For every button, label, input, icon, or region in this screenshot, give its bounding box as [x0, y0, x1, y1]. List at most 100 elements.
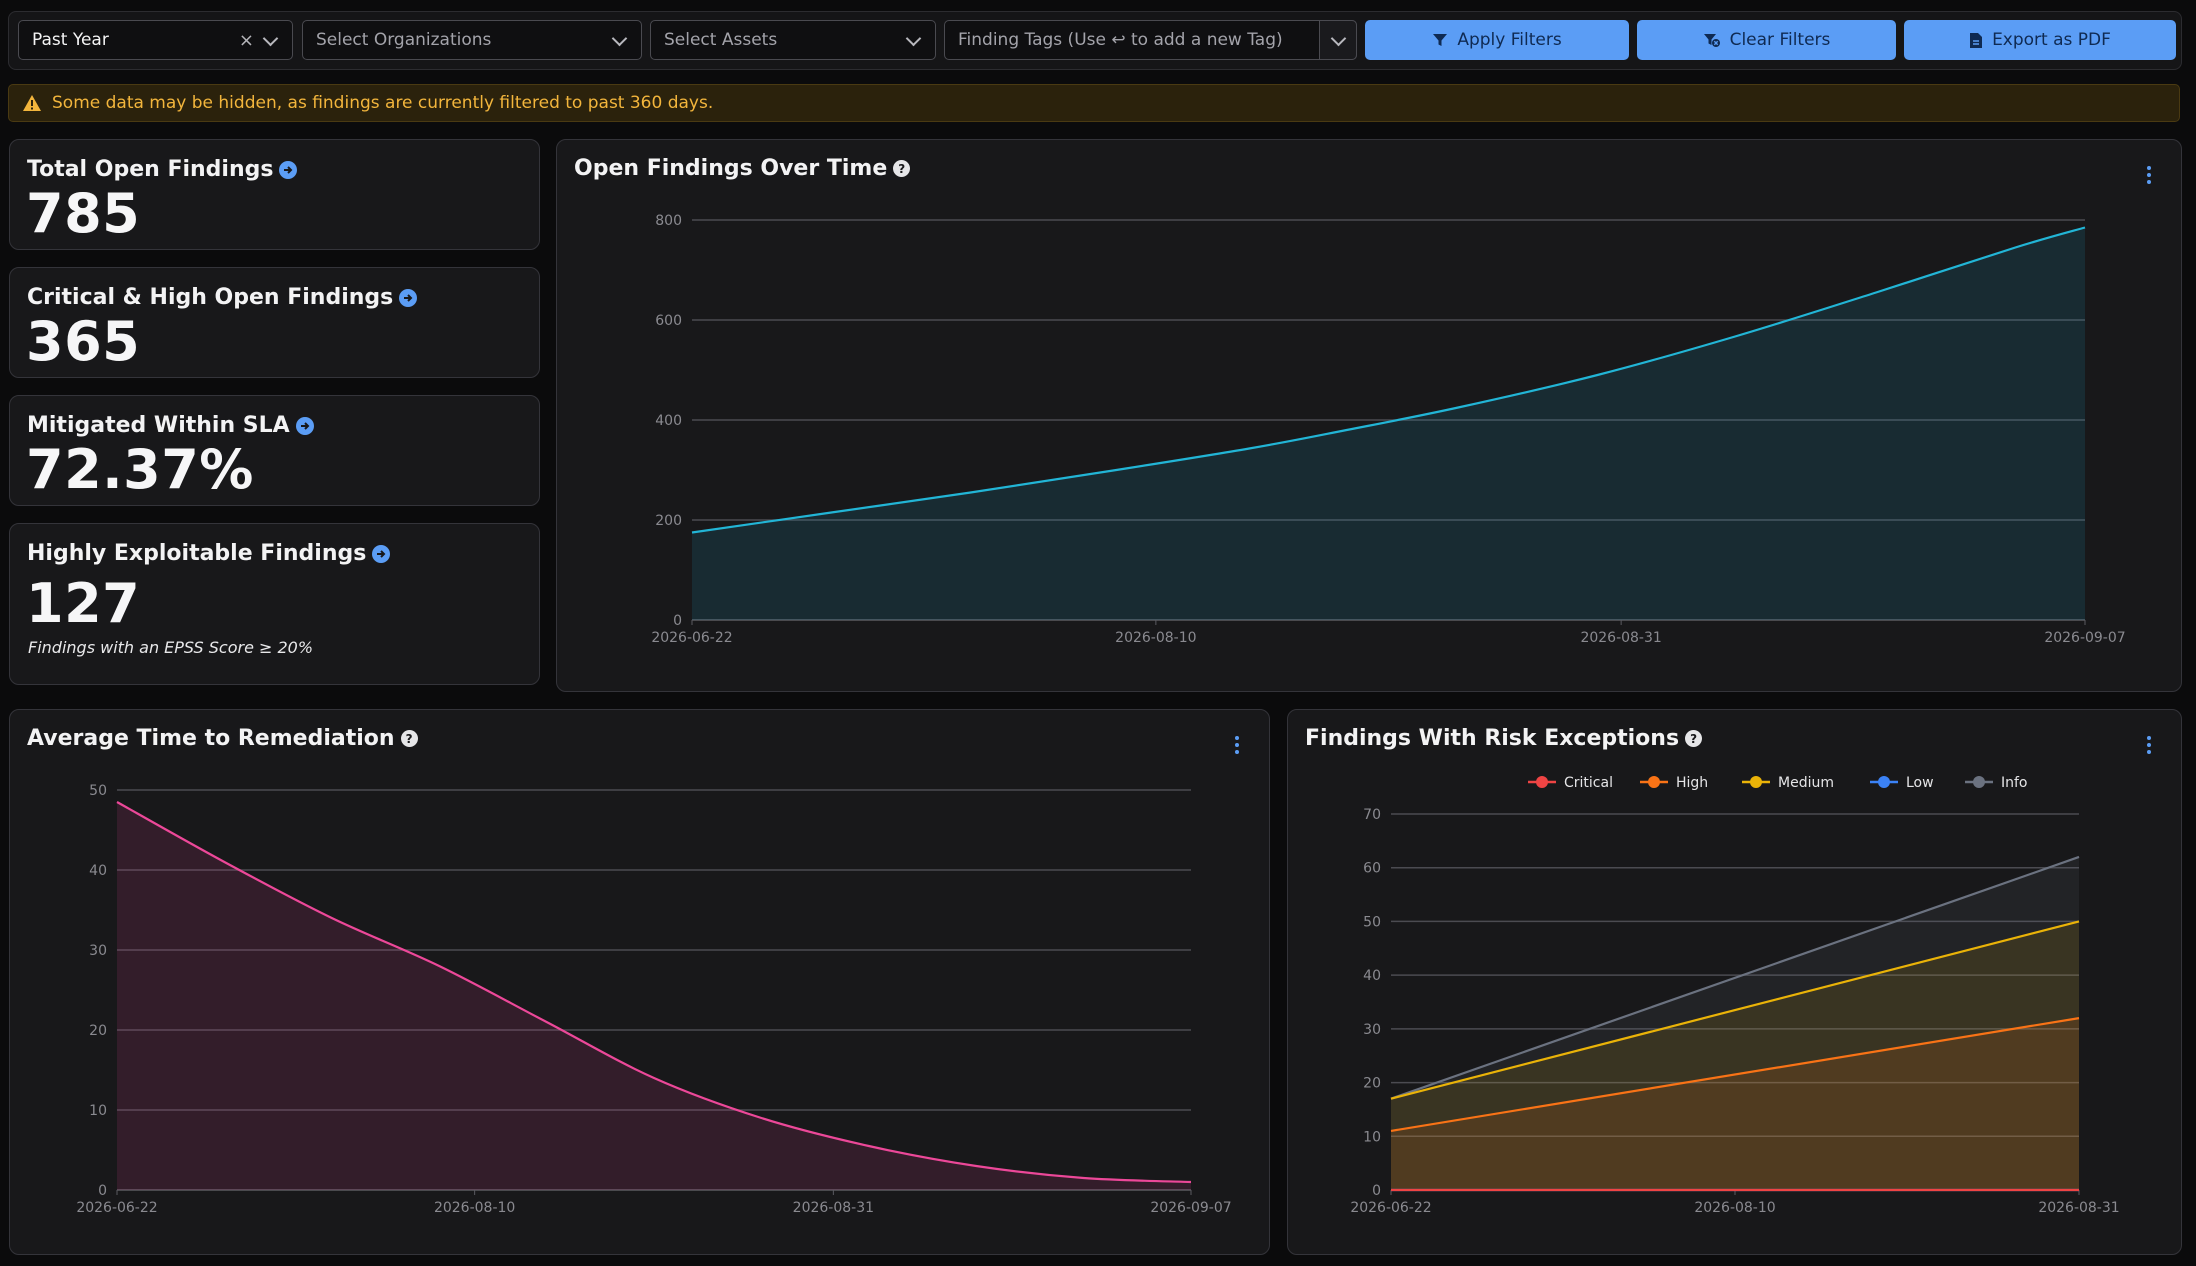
x-tick-label: 2026-06-22: [76, 1200, 157, 1216]
y-tick-label: 10: [89, 1103, 107, 1119]
file-pdf-icon: [1970, 32, 1983, 48]
highly-exploitable-findings-card: Highly Exploitable Findings 127 Findings…: [9, 523, 540, 685]
assets-select[interactable]: Select Assets: [650, 20, 936, 60]
y-tick-label: 800: [655, 213, 682, 229]
legend-swatch-dot: [1648, 776, 1660, 788]
x-tick-label: 2026-06-22: [651, 630, 732, 646]
chart-title: Findings With Risk Exceptions: [1305, 726, 1680, 751]
series-line: [1390, 1017, 2080, 1132]
help-icon[interactable]: ?: [400, 730, 418, 747]
stat-title: Highly Exploitable Findings: [27, 541, 367, 566]
help-icon[interactable]: ?: [1685, 730, 1703, 747]
arrow-right-icon[interactable]: [399, 288, 418, 307]
apply-filters-label: Apply Filters: [1457, 30, 1562, 50]
x-tick-label: 2026-08-31: [2038, 1200, 2119, 1216]
more-options-icon[interactable]: [2147, 166, 2151, 187]
series-line: [1390, 855, 2080, 1100]
y-tick-label: 400: [655, 413, 682, 429]
legend-swatch-dot: [1536, 776, 1548, 788]
x-tick-label: 2026-09-07: [2044, 630, 2125, 646]
y-tick-label: 0: [1372, 1183, 1381, 1199]
area-fill: [1391, 856, 2079, 1190]
chevron-down-icon[interactable]: [262, 30, 279, 47]
y-tick-label: 30: [89, 943, 107, 959]
y-tick-label: 50: [1363, 914, 1381, 930]
legend-swatch-dot: [1750, 776, 1762, 788]
arrow-right-icon[interactable]: [372, 544, 391, 563]
series-line: [1390, 920, 2080, 1100]
x-tick-label: 2026-08-31: [1580, 630, 1661, 646]
clear-filters-label: Clear Filters: [1729, 30, 1831, 50]
area-fill: [692, 227, 2085, 620]
arrow-right-icon[interactable]: [279, 160, 298, 179]
stat-value: 785: [26, 182, 141, 245]
y-tick-label: 40: [1363, 968, 1381, 984]
more-options-icon[interactable]: [2147, 736, 2151, 757]
legend-label: Medium: [1778, 775, 1834, 791]
mitigated-within-sla-card: Mitigated Within SLA 72.37%: [9, 395, 540, 506]
clear-selection-icon[interactable]: ×: [238, 30, 254, 51]
x-tick-label: 2026-08-10: [1694, 1200, 1775, 1216]
y-tick-label: 50: [89, 783, 107, 799]
average-time-to-remediation-card: Average Time to Remediation ? 0 10 20 30 40 5…: [9, 709, 1270, 1255]
legend-swatch-dot: [1973, 776, 1985, 788]
open-findings-chart: 0 200 400 600 800 2026-06-22 2026-08-10 2026-08…: [651, 213, 2125, 646]
filter-clear-icon: [1703, 34, 1720, 47]
risk-exceptions-chart: 0 10 20 30 40 50 60 70 2026-06-22 2026-08-10 2026-…: [1350, 775, 2119, 1216]
chevron-down-icon[interactable]: [611, 30, 628, 47]
export-pdf-button[interactable]: Export as PDF: [1904, 20, 2176, 60]
y-tick-label: 40: [89, 863, 107, 879]
legend-swatch-dot: [1878, 776, 1890, 788]
findings-with-risk-exceptions-card: Findings With Risk Exceptions ? 0 10 20 30 4…: [1287, 709, 2182, 1255]
chevron-down-icon[interactable]: [905, 30, 922, 47]
filter-icon: [1433, 34, 1448, 46]
export-pdf-label: Export as PDF: [1992, 30, 2111, 50]
area-fill: [1391, 921, 2079, 1190]
assets-placeholder: Select Assets: [664, 30, 778, 50]
area-fill: [117, 802, 1191, 1190]
y-tick-label: 10: [1363, 1129, 1381, 1145]
x-tick-label: 2026-08-31: [793, 1200, 874, 1216]
y-tick-label: 20: [1363, 1076, 1381, 1092]
tags-dropdown-button[interactable]: [1319, 20, 1357, 60]
help-icon[interactable]: ?: [893, 160, 911, 177]
total-open-findings-card: Total Open Findings 785: [9, 139, 540, 250]
warning-icon: [23, 95, 41, 111]
stat-title: Mitigated Within SLA: [27, 413, 290, 438]
stat-title: Total Open Findings: [27, 157, 274, 182]
open-findings-over-time-card: Open Findings Over Time ? 0 200 400 600 800 2…: [556, 139, 2182, 692]
finding-tags-placeholder: Finding Tags (Use ↩ to add a new Tag): [958, 30, 1283, 50]
legend-label: High: [1676, 775, 1708, 791]
arrow-right-icon[interactable]: [295, 416, 314, 435]
chart-title: Open Findings Over Time: [574, 156, 888, 181]
organizations-select[interactable]: Select Organizations: [302, 20, 642, 60]
y-tick-label: 0: [98, 1183, 107, 1199]
y-tick-label: 200: [655, 513, 682, 529]
filter-bar: Past Year × Select Organizations Select …: [8, 11, 2182, 70]
x-tick-label: 2026-08-10: [434, 1200, 515, 1216]
more-options-icon[interactable]: [1235, 736, 1239, 757]
series-line: [116, 801, 1192, 1184]
chevron-down-icon: [1330, 30, 1347, 47]
finding-tags-input[interactable]: Finding Tags (Use ↩ to add a new Tag): [944, 20, 1357, 60]
x-tick-label: 2026-08-10: [1115, 630, 1196, 646]
date-range-select[interactable]: Past Year ×: [18, 20, 293, 60]
clear-filters-button[interactable]: Clear Filters: [1637, 20, 1896, 60]
critical-high-findings-card: Critical & High Open Findings 365: [9, 267, 540, 378]
area-fill: [1391, 1018, 2079, 1190]
y-tick-label: 60: [1363, 861, 1381, 877]
legend-label: Critical: [1564, 775, 1613, 791]
x-tick-label: 2026-06-22: [1350, 1200, 1431, 1216]
apply-filters-button[interactable]: Apply Filters: [1365, 20, 1629, 60]
stat-note: Findings with an EPSS Score ≥ 20%: [28, 638, 314, 657]
warning-text: Some data may be hidden, as findings are…: [52, 93, 714, 113]
stat-value: 127: [26, 572, 141, 635]
legend-label: Info: [2001, 775, 2028, 791]
chart-title: Average Time to Remediation: [27, 726, 395, 751]
y-tick-label: 30: [1363, 1022, 1381, 1038]
x-tick-label: 2026-09-07: [1150, 1200, 1231, 1216]
y-tick-label: 0: [673, 613, 682, 629]
y-tick-label: 20: [89, 1023, 107, 1039]
legend-label: Low: [1906, 775, 1934, 791]
series-line: [691, 226, 2086, 534]
